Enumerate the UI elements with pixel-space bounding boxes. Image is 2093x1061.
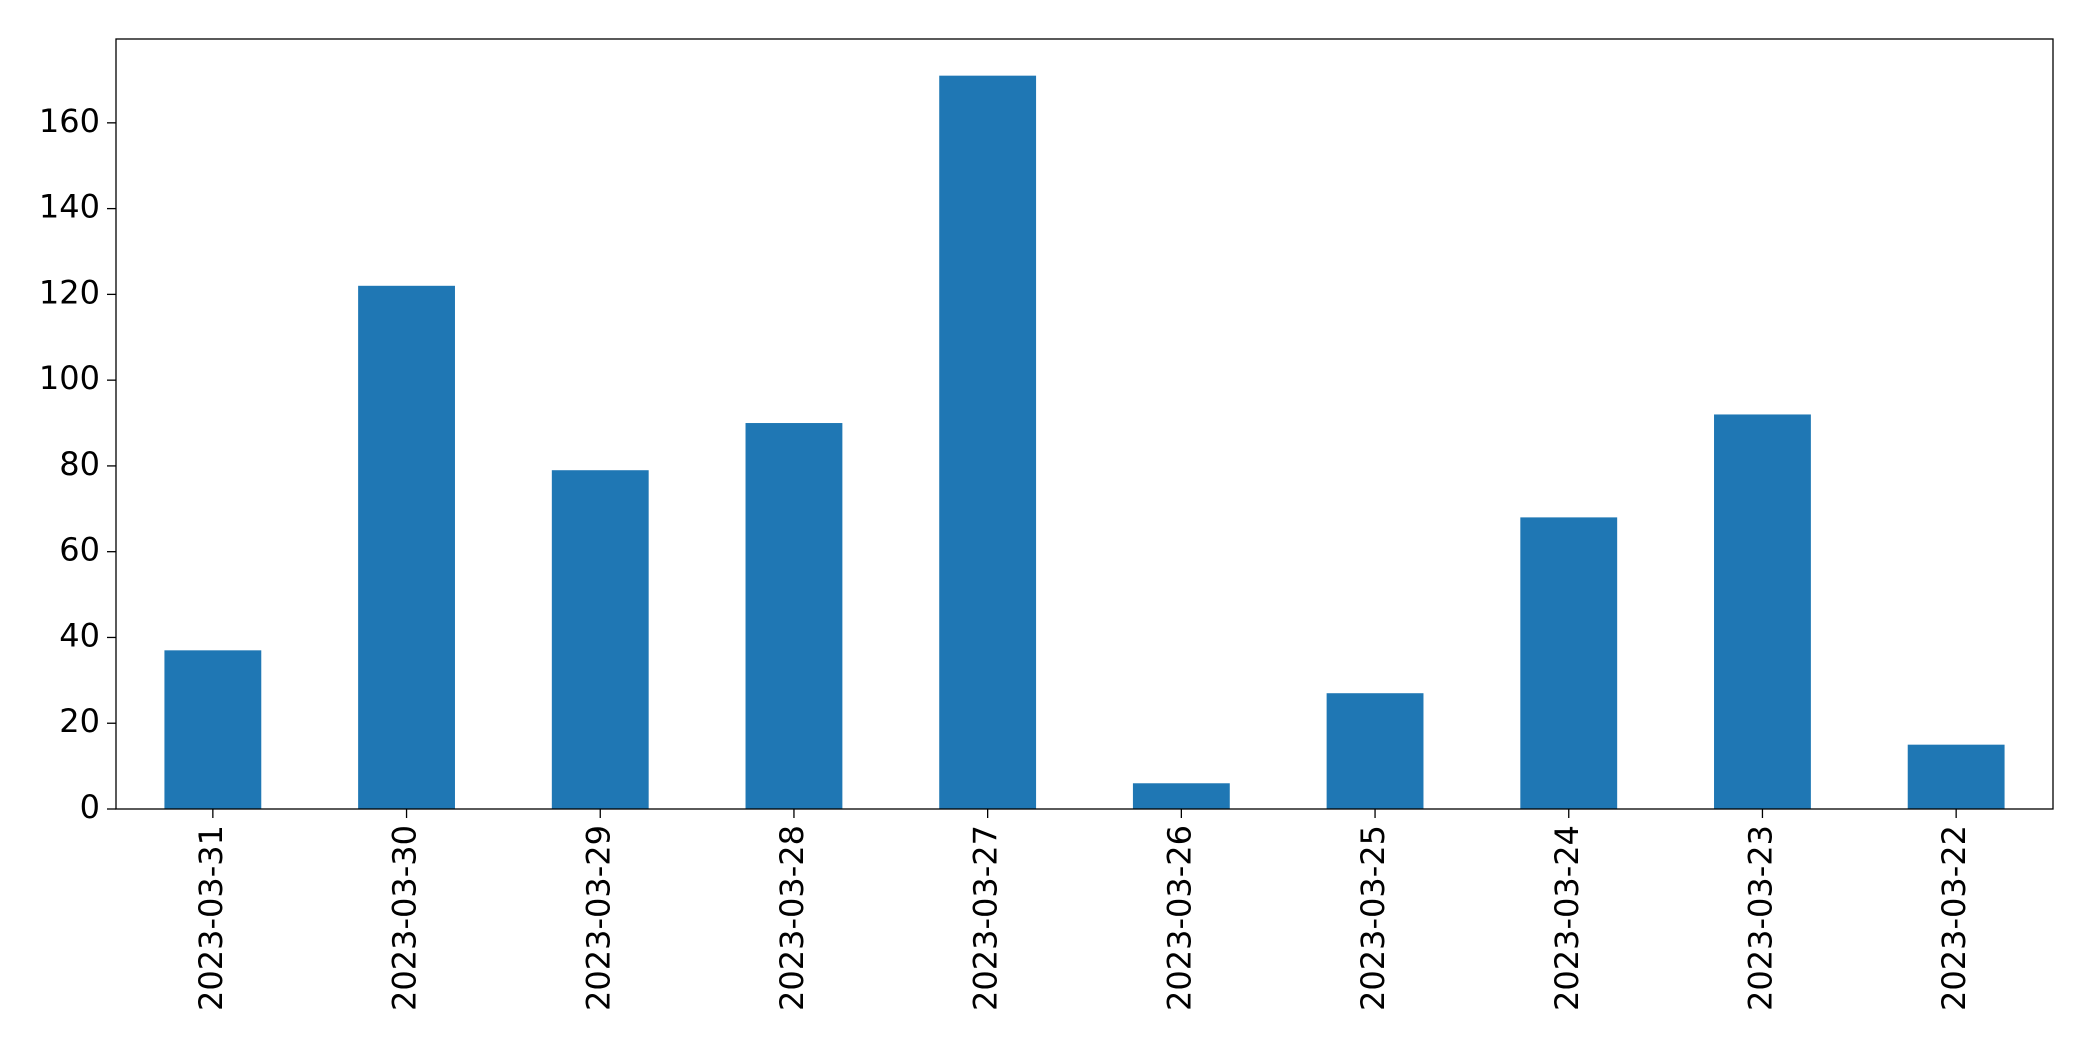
bar [551,470,649,809]
y-tick-label: 0 [80,788,100,826]
y-tick-label: 140 [39,188,100,226]
y-tick-label: 160 [39,102,100,140]
plot-frame [115,38,2054,810]
bar [745,423,843,809]
bar [1714,414,1811,809]
bar [1326,693,1424,809]
y-tick-label: 20 [59,702,100,740]
y-tick-label: 120 [39,273,100,311]
bar [1520,517,1618,809]
x-tick-label: 2023-03-29 [579,825,617,1011]
bar [939,75,1037,809]
x-tick-label: 2023-03-26 [1160,825,1198,1011]
x-tick-label: 2023-03-25 [1354,825,1392,1011]
y-tick-label: 60 [59,531,100,569]
y-tick-label: 40 [59,616,100,654]
y-tick-label: 80 [59,445,100,483]
bar [164,650,262,809]
bar [358,285,455,810]
x-tick-label: 2023-03-23 [1741,825,1779,1011]
x-tick-label: 2023-03-30 [386,825,424,1011]
x-tick-label: 2023-03-27 [967,825,1005,1011]
x-tick-label: 2023-03-31 [192,825,230,1011]
x-tick-label: 2023-03-24 [1548,825,1586,1011]
x-tick-label: 2023-03-28 [773,825,811,1011]
bar [1907,744,2005,809]
bar [1132,783,1230,809]
y-tick-label: 100 [39,359,100,397]
x-tick-label: 2023-03-22 [1935,825,1973,1011]
